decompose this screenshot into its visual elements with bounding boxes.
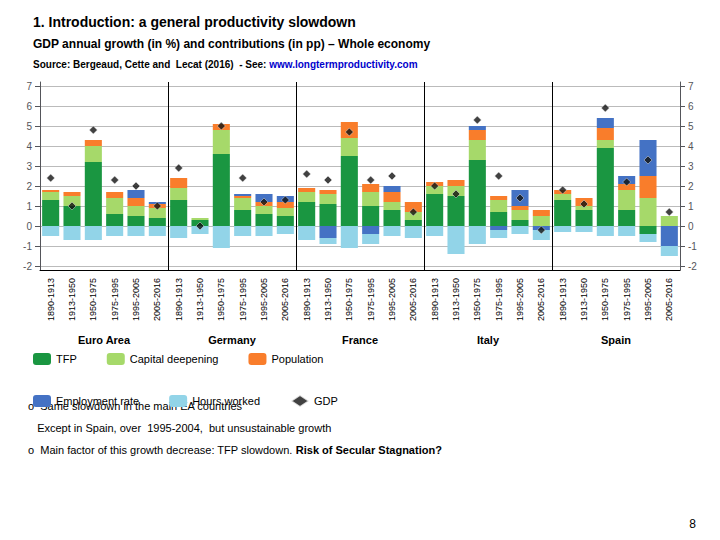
svg-text:1950-1975: 1950-1975 xyxy=(88,278,98,321)
svg-text:Italy: Italy xyxy=(477,334,500,346)
svg-text:GDP: GDP xyxy=(314,395,338,407)
svg-text:6: 6 xyxy=(26,101,32,112)
svg-text:0: 0 xyxy=(26,221,32,232)
svg-text:7: 7 xyxy=(688,81,694,92)
svg-text:1995-2005: 1995-2005 xyxy=(259,278,269,321)
svg-text:Risk of Secular Stagnation?: Risk of Secular Stagnation? xyxy=(296,444,442,456)
svg-text:2: 2 xyxy=(26,181,32,192)
svg-text:2005-2016: 2005-2016 xyxy=(152,278,162,321)
svg-text:5: 5 xyxy=(26,121,32,132)
svg-text:2005-2016: 2005-2016 xyxy=(280,278,290,321)
svg-text:-2: -2 xyxy=(688,261,697,272)
svg-text:Hours worked: Hours worked xyxy=(192,395,260,407)
svg-text:1975-1995: 1975-1995 xyxy=(622,278,632,321)
svg-text:7: 7 xyxy=(26,81,32,92)
svg-text:-1: -1 xyxy=(688,241,697,252)
svg-text:2005-2016: 2005-2016 xyxy=(408,278,418,321)
svg-text:-1: -1 xyxy=(23,241,32,252)
svg-text:1975-1995: 1975-1995 xyxy=(494,278,504,321)
svg-text:-2: -2 xyxy=(23,261,32,272)
svg-text:Employment rate: Employment rate xyxy=(56,395,139,407)
svg-text:Spain: Spain xyxy=(601,334,631,346)
svg-text:2005-2016: 2005-2016 xyxy=(664,278,674,321)
svg-text:1: 1 xyxy=(688,201,694,212)
svg-text:1950-1975: 1950-1975 xyxy=(600,278,610,321)
svg-text:Except in Spain, over 1995-20: Except in Spain, over 1995-2004, but uns… xyxy=(28,422,331,434)
svg-text:Germany: Germany xyxy=(208,334,257,346)
svg-text:1950-1975: 1950-1975 xyxy=(472,278,482,321)
svg-text:France: France xyxy=(342,334,378,346)
svg-text:Euro Area: Euro Area xyxy=(78,334,131,346)
svg-text:1950-1975: 1950-1975 xyxy=(216,278,226,321)
svg-text:o Main factor of this growth: o Main factor of this growth decrease: T… xyxy=(28,444,295,456)
svg-text:Capital deepening: Capital deepening xyxy=(130,353,219,365)
svg-text:1913-1950: 1913-1950 xyxy=(451,278,461,321)
svg-text:1. Introduction: a general pro: 1. Introduction: a general productivity … xyxy=(33,14,356,30)
svg-text:GDP annual growth (in %) and c: GDP annual growth (in %) and contributio… xyxy=(33,37,430,51)
svg-text:0: 0 xyxy=(688,221,694,232)
svg-text:1890-1913: 1890-1913 xyxy=(430,278,440,321)
svg-text:1890-1913: 1890-1913 xyxy=(46,278,56,321)
svg-text:1890-1913: 1890-1913 xyxy=(302,278,312,321)
svg-text:1995-2005: 1995-2005 xyxy=(515,278,525,321)
svg-text:2005-2016: 2005-2016 xyxy=(536,278,546,321)
svg-text:1995-2005: 1995-2005 xyxy=(643,278,653,321)
svg-text:3: 3 xyxy=(26,161,32,172)
svg-text:1975-1995: 1975-1995 xyxy=(110,278,120,321)
svg-text:4: 4 xyxy=(26,141,32,152)
svg-text:1913-1950: 1913-1950 xyxy=(67,278,77,321)
svg-text:1913-1950: 1913-1950 xyxy=(579,278,589,321)
svg-text:8: 8 xyxy=(689,517,696,531)
svg-text:3: 3 xyxy=(688,161,694,172)
svg-text:1995-2005: 1995-2005 xyxy=(131,278,141,321)
svg-text:5: 5 xyxy=(688,121,694,132)
svg-text:1890-1913: 1890-1913 xyxy=(558,278,568,321)
svg-text:1995-2005: 1995-2005 xyxy=(387,278,397,321)
svg-text:1913-1950: 1913-1950 xyxy=(323,278,333,321)
svg-text:1950-1975: 1950-1975 xyxy=(344,278,354,321)
svg-text:4: 4 xyxy=(688,141,694,152)
svg-text:TFP: TFP xyxy=(56,353,77,365)
svg-text:1890-1913: 1890-1913 xyxy=(174,278,184,321)
svg-text:1913-1950: 1913-1950 xyxy=(195,278,205,321)
svg-text:Source: Bergeaud, Cette and L: Source: Bergeaud, Cette and Lecat (2016)… xyxy=(33,59,269,70)
svg-text:1975-1995: 1975-1995 xyxy=(366,278,376,321)
svg-text:1975-1995: 1975-1995 xyxy=(238,278,248,321)
svg-text:1: 1 xyxy=(26,201,32,212)
svg-text:Population: Population xyxy=(271,353,323,365)
svg-text:2: 2 xyxy=(688,181,694,192)
svg-text:www.longtermproductivity.com: www.longtermproductivity.com xyxy=(268,59,417,70)
svg-text:6: 6 xyxy=(688,101,694,112)
